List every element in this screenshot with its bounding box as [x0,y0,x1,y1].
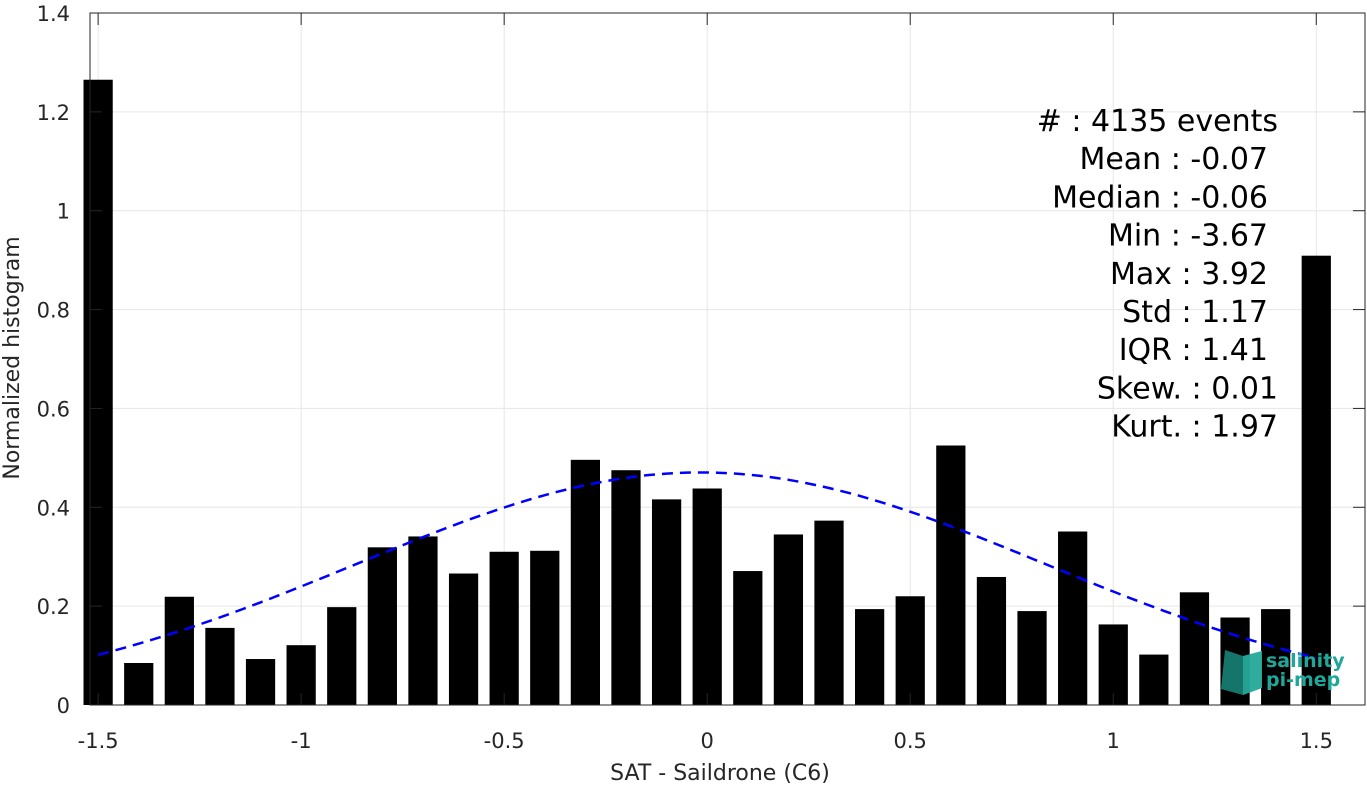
bar-18 [814,520,844,705]
bar-21 [936,445,966,705]
grid-lines [90,12,1365,706]
stat-line-1: Mean : -0.07 [1079,142,1268,177]
stat-line-4: Max : 3.92 [1110,257,1268,292]
axis-ticks [90,12,1365,706]
y-tick-label-6: 1.2 [37,101,70,125]
x-tick-label-2: -0.5 [484,729,525,753]
stat-line-0: # : 4135 events [1037,104,1278,139]
bar-29 [1261,609,1291,705]
bar-0 [83,79,113,705]
logo-line1: salinity [1266,650,1345,672]
stat-line-8: Kurt. : 1.97 [1111,410,1278,445]
y-tick-label-0: 0 [57,694,70,718]
logo-cube-face [1243,651,1262,695]
y-tick-label-2: 0.4 [37,496,70,520]
x-tick-label-3: 0 [701,729,714,753]
bar-20 [895,596,925,705]
x-tick-label-6: 1.5 [1300,729,1333,753]
bar-25 [1098,624,1128,705]
y-tick-labels: 0 0.2 0.4 0.6 0.8 1 1.2 1.4 [37,2,70,718]
y-axis-label: Normalized histogram [0,236,25,479]
bar-12 [570,459,600,705]
bar-24 [1058,531,1088,705]
stat-line-5: Std : 1.17 [1122,295,1268,330]
bar-1 [124,662,154,705]
bar-15 [692,488,722,705]
bar-9 [448,573,479,705]
stat-line-3: Min : -3.67 [1108,219,1268,254]
bar-3 [205,627,235,705]
bar-8 [408,536,438,705]
histogram-bars [83,79,1331,706]
bar-2 [164,596,194,705]
bar-13 [611,470,641,705]
bar-22 [976,576,1007,705]
y-tick-label-1: 0.2 [37,595,70,619]
bar-16 [733,571,763,705]
y-tick-label-7: 1.4 [37,2,70,26]
x-axis-label: SAT - Saildrone (C6) [610,761,830,785]
y-tick-label-4: 0.8 [37,299,70,323]
x-tick-label-0: -1.5 [78,729,119,753]
x-tick-label-4: 0.5 [894,729,927,753]
y-tick-label-5: 1 [57,200,70,224]
x-tick-labels: -1.5 -1 -0.5 0 0.5 1 1.5 [78,729,1333,753]
stat-line-6: IQR : 1.41 [1119,333,1268,368]
bar-6 [327,607,357,705]
bar-26 [1139,654,1169,705]
logo-line2: pi-mep [1266,669,1340,691]
stat-line-2: Median : -0.06 [1052,180,1268,215]
bar-23 [1017,611,1047,705]
x-tick-label-1: -1 [291,729,312,753]
bar-7 [367,547,397,705]
stat-line-7: Skew. : 0.01 [1097,371,1278,406]
bar-27 [1179,592,1210,705]
bar-19 [855,609,885,705]
y-tick-label-3: 0.6 [37,397,70,421]
bar-17 [773,534,804,705]
axes-frame [89,12,1366,706]
salinity-pi-mep-logo: salinity pi-mep [1221,650,1345,695]
bar-10 [489,551,519,705]
bar-14 [651,499,682,705]
x-tick-label-5: 1 [1107,729,1120,753]
gaussian-fit-curve [97,471,1317,660]
bar-11 [530,550,560,705]
bar-30 [1301,255,1331,706]
bar-4 [245,659,276,705]
